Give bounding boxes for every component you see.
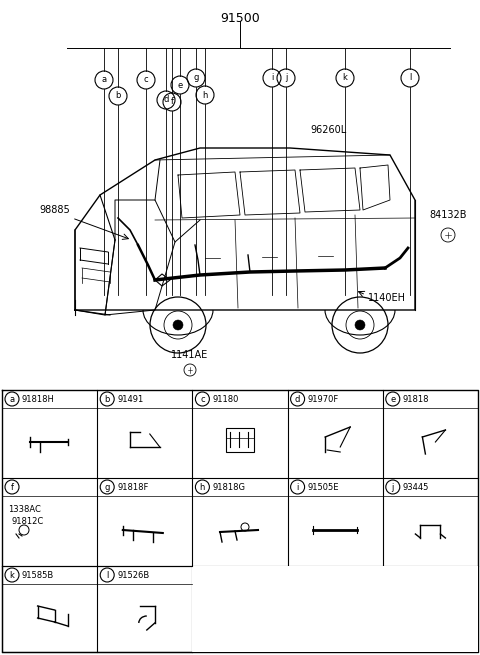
Text: 91818: 91818 — [403, 394, 429, 403]
Text: 91970F: 91970F — [308, 394, 339, 403]
Text: l: l — [106, 571, 108, 580]
Text: c: c — [200, 394, 204, 403]
Text: 91818G: 91818G — [212, 483, 245, 491]
Text: 91180: 91180 — [212, 394, 239, 403]
Text: e: e — [178, 81, 182, 90]
Text: 91526B: 91526B — [117, 571, 149, 580]
Text: g: g — [193, 73, 199, 83]
Text: i: i — [271, 73, 273, 83]
Text: d: d — [295, 394, 300, 403]
Text: 1140EH: 1140EH — [368, 293, 406, 303]
Text: e: e — [390, 394, 396, 403]
Text: 91812C: 91812C — [12, 517, 44, 527]
Text: c: c — [144, 75, 148, 84]
Text: h: h — [202, 90, 208, 100]
Text: 84132B: 84132B — [429, 210, 467, 220]
Text: 91818H: 91818H — [22, 394, 55, 403]
Text: i: i — [297, 483, 299, 491]
Text: j: j — [285, 73, 287, 83]
Text: 91818F: 91818F — [117, 483, 149, 491]
Text: f: f — [11, 483, 13, 491]
Text: g: g — [105, 483, 110, 491]
Bar — [192, 566, 478, 652]
Text: b: b — [105, 394, 110, 403]
Text: 91491: 91491 — [117, 394, 144, 403]
Text: h: h — [200, 483, 205, 491]
Text: k: k — [10, 571, 14, 580]
Text: 1338AC: 1338AC — [8, 506, 41, 514]
Text: j: j — [392, 483, 394, 491]
Text: 91500: 91500 — [220, 12, 260, 25]
Text: 91505E: 91505E — [308, 483, 339, 491]
Text: 91585B: 91585B — [22, 571, 54, 580]
Text: f: f — [170, 98, 173, 107]
Text: 93445: 93445 — [403, 483, 429, 491]
Bar — [226, 428, 254, 452]
Text: 98885: 98885 — [40, 205, 71, 215]
Text: 96260L: 96260L — [310, 125, 346, 135]
Text: b: b — [115, 92, 120, 100]
Text: 1141AE: 1141AE — [171, 350, 209, 360]
Circle shape — [355, 320, 365, 330]
Text: a: a — [101, 75, 107, 84]
Text: k: k — [343, 73, 348, 83]
Text: d: d — [163, 96, 168, 105]
Circle shape — [173, 320, 183, 330]
Text: a: a — [10, 394, 14, 403]
Text: l: l — [409, 73, 411, 83]
